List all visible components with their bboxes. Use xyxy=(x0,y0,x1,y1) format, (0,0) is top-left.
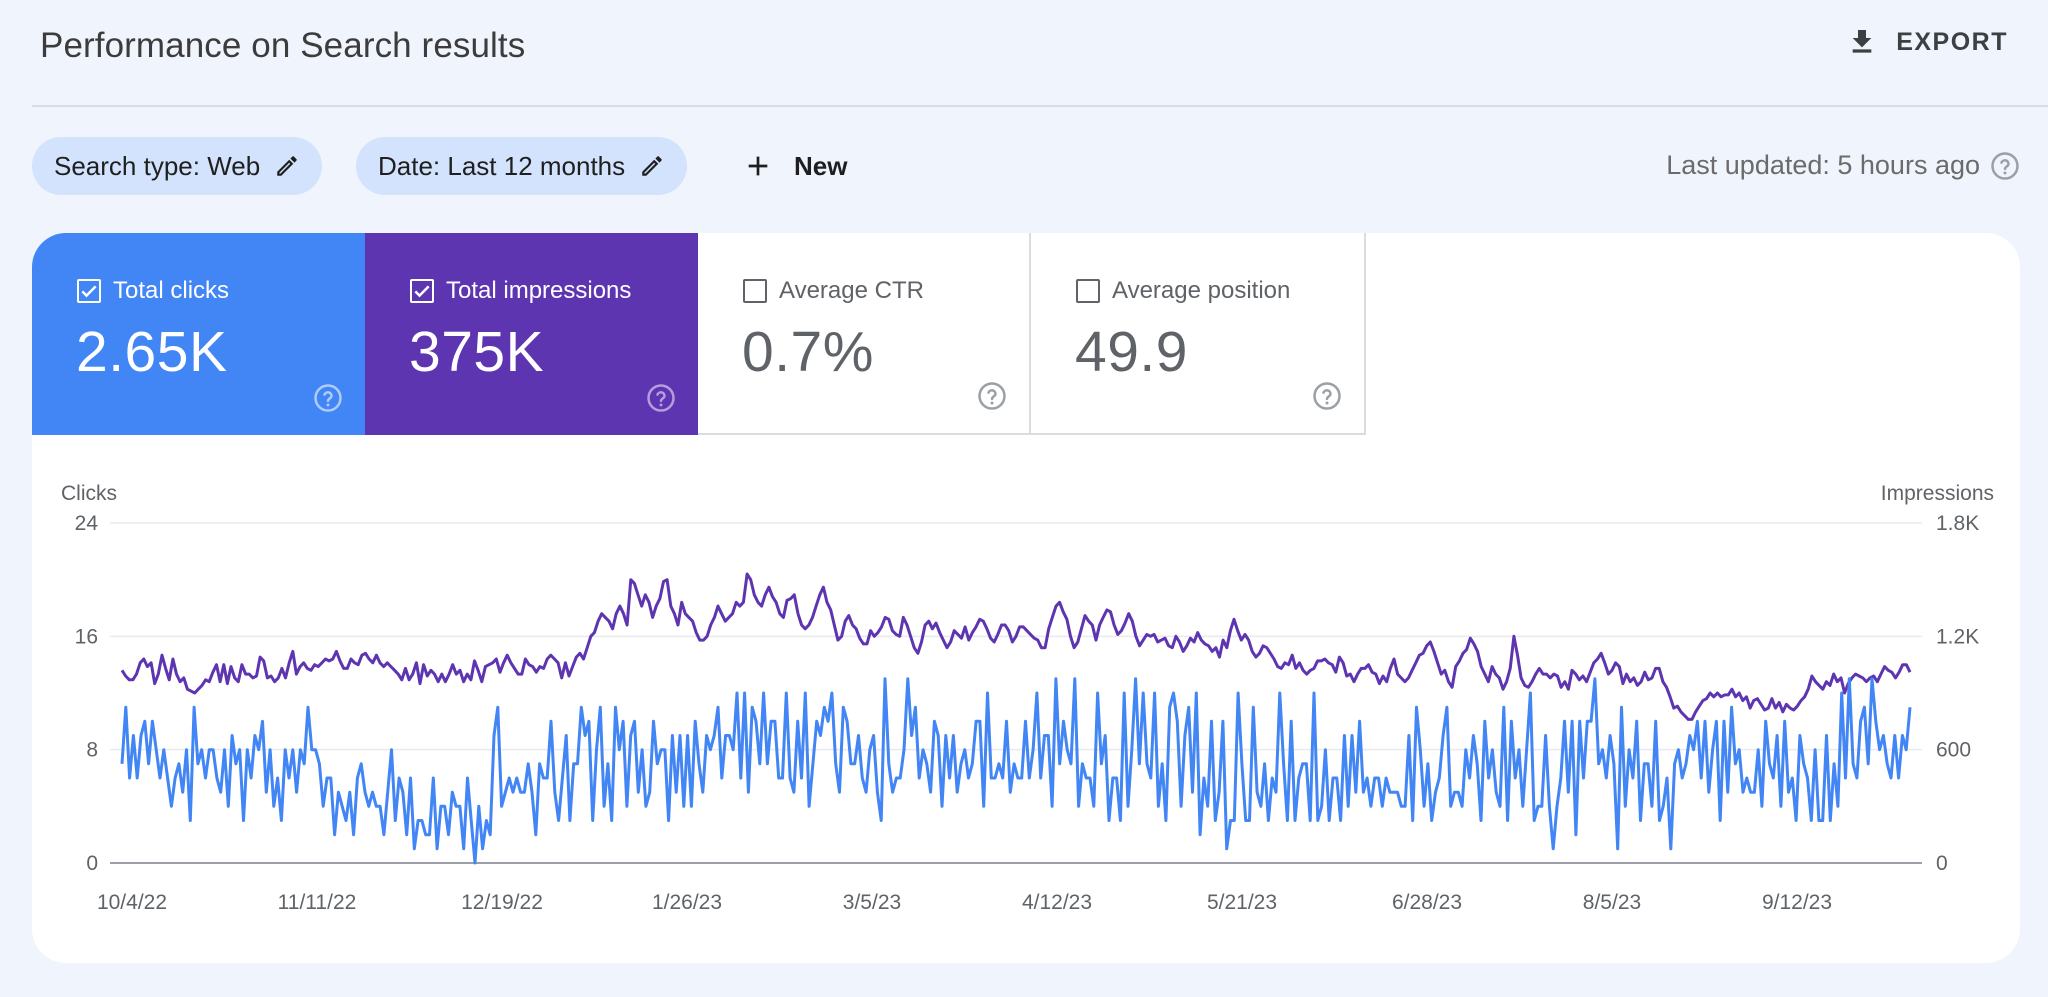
help-icon[interactable] xyxy=(1990,151,2020,181)
new-filter-label: New xyxy=(794,150,848,181)
metric-value: 2.65K xyxy=(76,320,228,384)
chart-series xyxy=(120,572,1912,865)
performance-chart: Clicks Impressions 0 8 16 24 0 600 1.2K 1.8K 1… xyxy=(61,482,1994,914)
x-axis-ticks: 10/4/22 11/11/22 12/19/22 1/26/23 3/5/23 4/12… xyxy=(97,891,1832,914)
right-tick-label: 0 xyxy=(1936,852,1948,875)
x-tick-label: 1/26/23 xyxy=(652,891,722,914)
metric-value: 375K xyxy=(409,320,545,384)
search-type-filter-chip[interactable]: Search type: Web xyxy=(32,137,323,195)
export-button[interactable]: EXPORT xyxy=(1846,24,2008,60)
series-line-clicks xyxy=(120,677,1912,865)
x-tick-label: 3/5/23 xyxy=(843,891,901,914)
series-line-impressions xyxy=(120,572,1912,721)
help-icon[interactable] xyxy=(646,383,676,413)
right-tick-label: 600 xyxy=(1936,739,1971,762)
checkbox-unchecked-icon[interactable] xyxy=(1076,279,1100,303)
left-tick-label: 0 xyxy=(86,852,98,875)
header-divider xyxy=(32,105,2048,107)
metric-total-clicks[interactable]: Total clicks 2.65K xyxy=(32,233,365,435)
page-title: Performance on Search results xyxy=(40,26,526,65)
metric-label: Average CTR xyxy=(779,277,924,304)
x-tick-label: 10/4/22 xyxy=(97,891,167,914)
checkbox-checked-icon[interactable] xyxy=(410,279,434,303)
metric-label: Total impressions xyxy=(446,277,632,304)
download-icon xyxy=(1852,30,1872,53)
date-filter-label: Date: Last 12 months xyxy=(378,150,626,181)
metric-value: 0.7% xyxy=(742,320,874,384)
right-axis-label: Impressions xyxy=(1881,482,1994,505)
export-label: EXPORT xyxy=(1896,27,2008,56)
x-tick-label: 11/11/22 xyxy=(278,891,357,914)
right-axis-ticks: 0 600 1.2K 1.8K xyxy=(1936,512,1979,875)
metric-label: Total clicks xyxy=(113,277,230,304)
x-tick-label: 4/12/23 xyxy=(1022,891,1092,914)
left-tick-label: 16 xyxy=(75,625,98,648)
metric-average-position[interactable]: Average position 49.9 xyxy=(1031,233,1366,435)
left-tick-label: 8 xyxy=(86,739,98,762)
left-axis-ticks: 0 8 16 24 xyxy=(75,512,99,875)
x-tick-label: 6/28/23 xyxy=(1392,891,1462,914)
search-type-filter-label: Search type: Web xyxy=(54,150,261,181)
help-icon[interactable] xyxy=(313,383,343,413)
x-tick-label: 5/21/23 xyxy=(1207,891,1277,914)
metric-value: 49.9 xyxy=(1075,320,1188,384)
x-tick-label: 12/19/22 xyxy=(461,891,543,914)
metric-total-impressions[interactable]: Total impressions 375K xyxy=(365,233,698,435)
x-tick-label: 9/12/23 xyxy=(1762,891,1832,914)
last-updated-text: Last updated: 5 hours ago xyxy=(1666,150,1980,180)
plus-icon xyxy=(748,156,768,176)
edit-pencil-icon xyxy=(642,156,662,176)
metric-label: Average position xyxy=(1112,277,1291,304)
x-tick-label: 8/5/23 xyxy=(1583,891,1641,914)
performance-card: Total clicks 2.65K Total impressions 375… xyxy=(32,233,2020,963)
help-icon[interactable] xyxy=(1312,381,1342,411)
new-filter-button[interactable]: New xyxy=(742,137,847,195)
edit-pencil-icon xyxy=(277,156,297,176)
checkbox-unchecked-icon[interactable] xyxy=(743,279,767,303)
last-updated-status: Last updated: 5 hours ago xyxy=(1666,150,2020,181)
left-axis-label: Clicks xyxy=(61,482,117,505)
checkbox-checked-icon[interactable] xyxy=(77,279,101,303)
date-filter-chip[interactable]: Date: Last 12 months xyxy=(356,137,688,195)
right-tick-label: 1.8K xyxy=(1936,512,1979,535)
left-tick-label: 24 xyxy=(75,512,99,535)
metric-average-ctr[interactable]: Average CTR 0.7% xyxy=(698,233,1031,435)
help-icon[interactable] xyxy=(977,381,1007,411)
right-tick-label: 1.2K xyxy=(1936,625,1979,648)
